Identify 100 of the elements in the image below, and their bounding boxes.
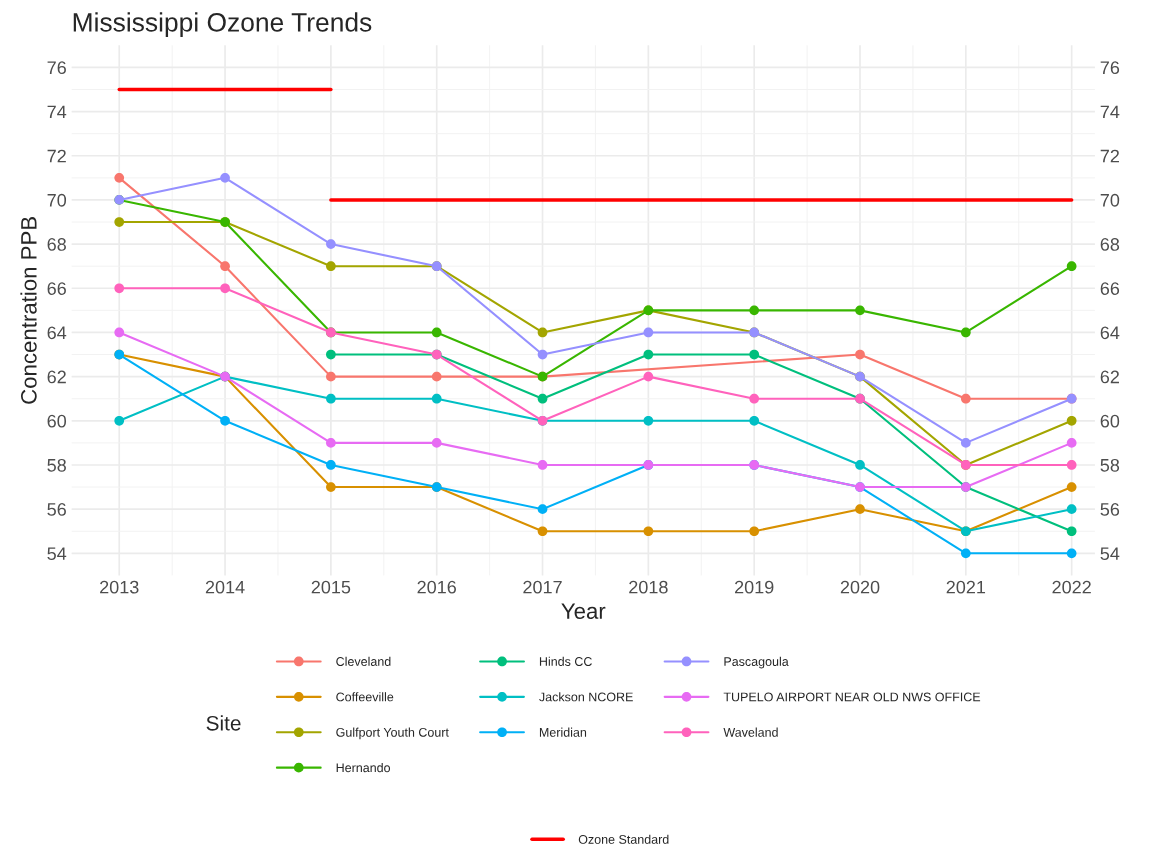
point bbox=[220, 415, 230, 426]
point bbox=[326, 393, 336, 404]
x-tick-label: 2013 bbox=[100, 580, 139, 594]
chart-title: Mississippi Ozone Trends bbox=[73, 12, 372, 37]
legend-label: Coffeeville bbox=[336, 692, 394, 702]
y-tick-label: 66 bbox=[47, 282, 66, 295]
y2-tick-label: 72 bbox=[1100, 149, 1119, 163]
point bbox=[220, 261, 230, 272]
x-tick-label: 2014 bbox=[205, 580, 245, 594]
y2-tick-label: 74 bbox=[1100, 105, 1120, 119]
point bbox=[643, 327, 654, 338]
point bbox=[1066, 482, 1077, 492]
y-tick-label: 74 bbox=[47, 105, 67, 119]
point bbox=[114, 283, 125, 294]
y2-tick-label: 64 bbox=[1100, 326, 1120, 340]
x-tick-label: 2020 bbox=[840, 580, 880, 594]
point bbox=[326, 239, 336, 249]
y-tick-label: 70 bbox=[47, 193, 67, 207]
legend-label: Jackson NCORE bbox=[539, 692, 633, 702]
point bbox=[1066, 438, 1077, 448]
point bbox=[960, 327, 971, 338]
y2-tick-label: 68 bbox=[1100, 238, 1120, 251]
point bbox=[326, 371, 336, 382]
point bbox=[326, 460, 336, 470]
point bbox=[326, 261, 336, 272]
point bbox=[326, 438, 336, 448]
point bbox=[114, 415, 125, 426]
point bbox=[1066, 548, 1077, 559]
x-tick-label: 2018 bbox=[629, 580, 668, 594]
legend-label: TUPELO AIRPORT NEAR OLD NWS OFFICE bbox=[723, 692, 981, 702]
y2-tick-label: 58 bbox=[1100, 458, 1120, 472]
point bbox=[855, 504, 865, 515]
legend-label: Hinds CC bbox=[539, 656, 592, 666]
x-tick-label: 2015 bbox=[311, 580, 351, 594]
point bbox=[1066, 526, 1077, 537]
point bbox=[220, 283, 230, 294]
legend-label: Ozone Standard bbox=[578, 834, 669, 844]
legend-label: Meridian bbox=[539, 727, 587, 737]
y-tick-label: 56 bbox=[47, 503, 66, 516]
point bbox=[960, 548, 971, 559]
legend-label: Pascagoula bbox=[724, 656, 789, 669]
point bbox=[220, 172, 230, 183]
y-tick-label: 68 bbox=[47, 238, 66, 251]
legend-title: Site bbox=[206, 715, 241, 731]
legend-label: Hernando bbox=[336, 762, 391, 773]
point bbox=[749, 349, 760, 360]
point bbox=[960, 438, 971, 448]
y-tick-label: 62 bbox=[47, 370, 66, 384]
y2-tick-label: 70 bbox=[1100, 193, 1120, 207]
y-tick-label: 76 bbox=[47, 61, 66, 75]
point bbox=[537, 349, 548, 360]
point bbox=[643, 371, 654, 382]
legend-label: Cleveland bbox=[336, 656, 391, 666]
point bbox=[114, 217, 125, 227]
y2-tick-label: 76 bbox=[1100, 61, 1120, 75]
y2-tick-label: 66 bbox=[1100, 282, 1120, 295]
point bbox=[537, 526, 548, 537]
point bbox=[855, 305, 865, 316]
point bbox=[749, 415, 760, 426]
y-axis-title: Concentration PPB bbox=[20, 217, 37, 404]
y-tick-label: 64 bbox=[47, 326, 67, 340]
x-tick-label: 2021 bbox=[946, 580, 986, 594]
point bbox=[537, 393, 548, 404]
y2-tick-label: 62 bbox=[1100, 370, 1119, 384]
legend-label: Waveland bbox=[723, 727, 778, 737]
point bbox=[431, 393, 442, 404]
point bbox=[431, 371, 442, 382]
y-tick-label: 54 bbox=[47, 547, 67, 561]
point bbox=[537, 504, 548, 515]
x-tick-label: 2017 bbox=[523, 580, 562, 594]
y-tick-label: 60 bbox=[47, 414, 67, 428]
point bbox=[960, 393, 971, 404]
y2-tick-label: 60 bbox=[1100, 414, 1120, 428]
y2-tick-label: 54 bbox=[1100, 547, 1120, 561]
x-tick-label: 2016 bbox=[417, 580, 456, 594]
point bbox=[114, 327, 125, 338]
y-tick-label: 58 bbox=[47, 458, 66, 472]
x-tick-label: 2022 bbox=[1052, 580, 1091, 594]
y-tick-label: 72 bbox=[47, 149, 66, 163]
point bbox=[431, 438, 442, 448]
point bbox=[643, 415, 654, 426]
point bbox=[1066, 460, 1077, 470]
legend-label: Gulfport Youth Court bbox=[336, 727, 449, 740]
y2-tick-label: 56 bbox=[1100, 503, 1120, 516]
point bbox=[114, 172, 125, 183]
point bbox=[855, 460, 865, 470]
point bbox=[326, 349, 336, 360]
point bbox=[537, 460, 548, 470]
x-axis-title: Year bbox=[561, 603, 606, 619]
point bbox=[749, 526, 760, 537]
point bbox=[749, 393, 760, 404]
point bbox=[1066, 415, 1077, 426]
point bbox=[855, 349, 865, 360]
point bbox=[643, 349, 654, 360]
point bbox=[537, 327, 548, 338]
point bbox=[431, 327, 442, 338]
point bbox=[643, 526, 654, 537]
point bbox=[1066, 261, 1077, 272]
point bbox=[1066, 504, 1077, 515]
x-tick-label: 2019 bbox=[735, 580, 774, 594]
